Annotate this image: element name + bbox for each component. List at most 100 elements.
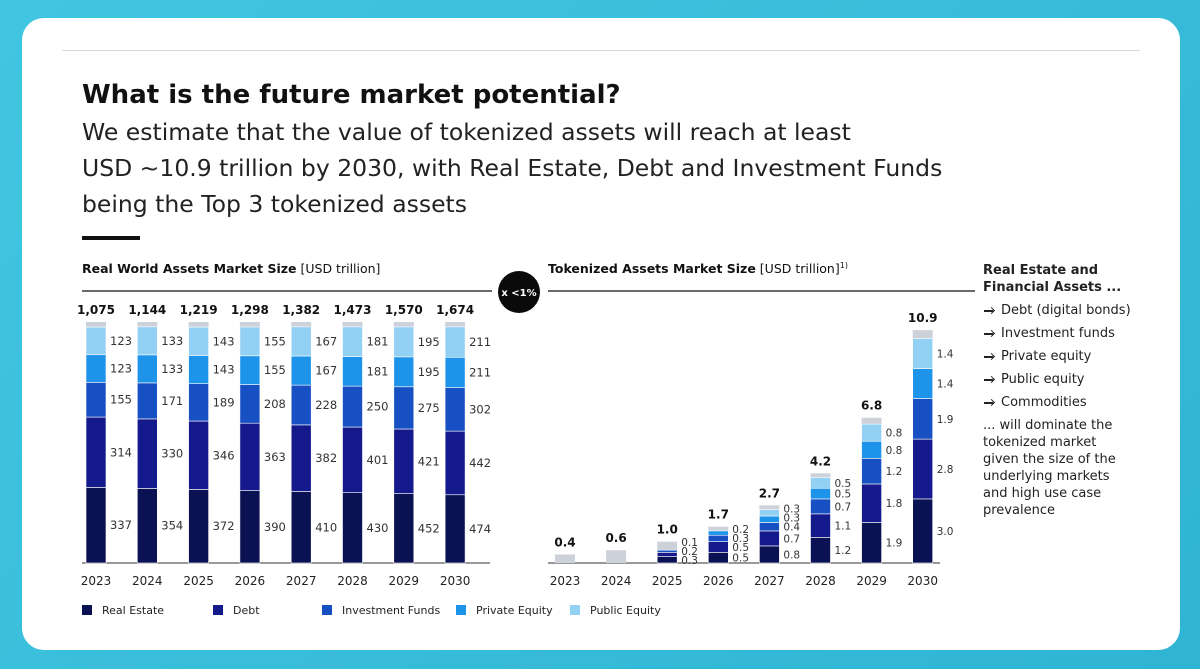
subtitle: being the Top 3 tokenized assets	[82, 190, 467, 218]
segment-label: 167	[315, 364, 337, 378]
total-bar	[555, 554, 575, 563]
segment-label: 1.4	[937, 349, 954, 361]
segment-label: 0.2	[732, 524, 749, 536]
segment-label: 0.3	[732, 533, 749, 545]
x-tick-label: 2028	[337, 574, 368, 588]
segment-label: 0.5	[732, 553, 749, 565]
segment-label: 167	[315, 334, 337, 348]
segment-label: 155	[264, 334, 286, 348]
x-tick-label: 2027	[754, 574, 785, 588]
legend-swatch	[456, 605, 466, 615]
segment-label: 133	[161, 362, 183, 376]
segment-label: 442	[469, 456, 491, 470]
bar-segment	[188, 420, 209, 490]
x-tick-label: 2027	[286, 574, 317, 588]
segment-label: 0.8	[886, 445, 903, 457]
total-label: 0.4	[554, 535, 575, 549]
segment-label: 211	[469, 365, 491, 379]
segment-label: 208	[264, 397, 286, 411]
segment-label: 372	[213, 519, 235, 533]
bar-segment	[342, 326, 363, 357]
x-tick-label: 2023	[550, 574, 581, 588]
segment-label: 0.2	[681, 546, 698, 558]
bar-segment	[912, 338, 934, 369]
total-label: 4.2	[810, 454, 831, 468]
bar-segment	[290, 326, 312, 357]
bar-segment	[861, 458, 882, 485]
segment-label: 123	[110, 334, 132, 348]
bar-segment	[393, 326, 415, 358]
x-tick-label: 2029	[389, 574, 420, 588]
chart-heading: Tokenized Assets Market Size [USD trilli…	[548, 261, 848, 276]
segment-label: 171	[161, 394, 183, 408]
legend-label: Real Estate	[102, 604, 164, 617]
legend-label: Investment Funds	[342, 604, 440, 617]
bar-segment	[444, 494, 466, 564]
bar-segment	[137, 488, 158, 564]
bar-segment	[342, 492, 363, 564]
segment-label: 354	[161, 519, 183, 533]
segment-label: 302	[469, 402, 491, 416]
connector-label: x <1%	[501, 288, 536, 299]
segment-label: 155	[110, 393, 132, 407]
bar-segment	[239, 355, 261, 385]
bar-segment	[188, 326, 209, 356]
bar-segment	[444, 356, 466, 388]
segment-label: 390	[264, 520, 286, 534]
bar-segment	[912, 368, 934, 399]
total-label: 6.8	[861, 399, 882, 413]
total-label: 1,473	[334, 303, 372, 317]
segment-label: 430	[367, 521, 389, 535]
total-label: 1,219	[180, 303, 218, 317]
bar-segment	[759, 509, 780, 517]
total-bar	[606, 550, 627, 563]
side-item: Commodities	[983, 394, 1133, 411]
segment-label: 382	[315, 451, 337, 465]
bar-segment	[861, 423, 882, 442]
bar-segment	[444, 387, 466, 432]
segment-label: 0.3	[681, 555, 698, 567]
total-label: 1,144	[128, 303, 166, 317]
bar-segment	[444, 326, 466, 358]
bar-segment	[137, 354, 158, 384]
segment-label: 195	[418, 335, 440, 349]
segment-label: 0.7	[783, 533, 800, 545]
bar-segment	[239, 490, 261, 564]
chart-title: Tokenized Assets Market Size	[548, 261, 756, 276]
total-label: 0.6	[605, 531, 626, 545]
total-label: 1.0	[657, 523, 678, 537]
segment-label: 0.5	[732, 542, 749, 554]
side-item: Investment funds	[983, 325, 1133, 342]
segment-label: 1.8	[886, 498, 903, 510]
total-label: 1,674	[436, 303, 474, 317]
bar-segment	[759, 530, 780, 547]
segment-label: 452	[418, 521, 440, 535]
segment-label: 0.5	[835, 478, 852, 490]
segment-label: 123	[110, 362, 132, 376]
x-tick-label: 2030	[907, 574, 938, 588]
x-tick-label: 2025	[183, 574, 214, 588]
bar-segment	[861, 483, 882, 523]
bar-segment	[239, 326, 261, 357]
x-tick-label: 2029	[856, 574, 887, 588]
segment-label: 421	[418, 454, 440, 468]
bar-segment	[912, 398, 934, 440]
bar-segment	[912, 498, 934, 564]
total-label: 2.7	[759, 486, 780, 500]
bar-segment	[239, 422, 261, 491]
bar-segment	[759, 522, 780, 532]
segment-label: 275	[418, 401, 440, 415]
segment-label: 155	[264, 363, 286, 377]
segment-label: 181	[367, 335, 389, 349]
segment-label: 2.8	[937, 464, 954, 476]
segment-label: 0.3	[783, 513, 800, 525]
subtitle: We estimate that the value of tokenized …	[82, 118, 851, 146]
bar-segment	[85, 487, 107, 564]
segment-label: 195	[418, 365, 440, 379]
segment-label: 0.3	[783, 504, 800, 516]
bar-segment	[707, 552, 729, 564]
bar-segment	[810, 477, 831, 489]
bar-segment	[810, 498, 831, 515]
